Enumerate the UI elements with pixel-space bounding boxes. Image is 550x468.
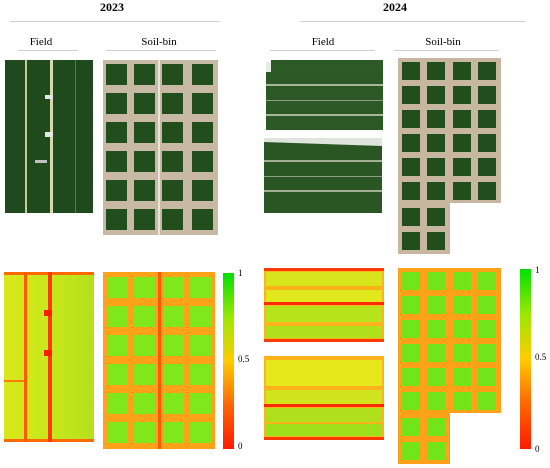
map-field-2024-bottom [264,356,384,440]
colorbar-2023-tick-low: 0 [238,441,243,451]
colorbar-2023 [223,273,234,449]
colorbar-2024-tick-low: 0 [535,444,540,454]
rule-soilbin-2023 [106,50,216,51]
colorbar-2024-tick-high: 1 [535,265,540,275]
colorbar-2023-tick-high: 1 [238,268,243,278]
year-2023-rule [10,21,220,22]
label-soilbin-2024: Soil-bin [425,36,461,48]
rgb-field-2024-top [266,58,383,130]
rule-soilbin-2024 [394,50,499,51]
map-field-2024-top [264,268,384,342]
rule-field-2023 [18,50,78,51]
year-2024-title: 2024 [383,0,407,14]
colorbar-2024 [520,269,531,449]
map-field-2023 [4,272,94,442]
colorbar-2023-tick-mid: 0.5 [238,354,250,364]
colorbar-2024-tick-mid: 0.5 [535,352,547,362]
map-soilbin-2023 [103,272,215,449]
map-soilbin-2024 [398,268,501,464]
year-2023-title: 2023 [100,0,124,14]
soilbin-2024-plots [398,58,501,254]
label-field-2023: Field [29,36,53,48]
rgb-soilbin-2023 [103,60,218,235]
label-soilbin-2023: Soil-bin [141,36,177,48]
rgb-field-2024-bottom [264,138,382,213]
soilbin-2023-plots [106,60,213,235]
rule-field-2024 [270,50,375,51]
rgb-soilbin-2024 [398,58,501,254]
year-2024-rule [300,21,525,22]
label-field-2024: Field [311,36,335,48]
rgb-field-2023 [5,60,93,213]
